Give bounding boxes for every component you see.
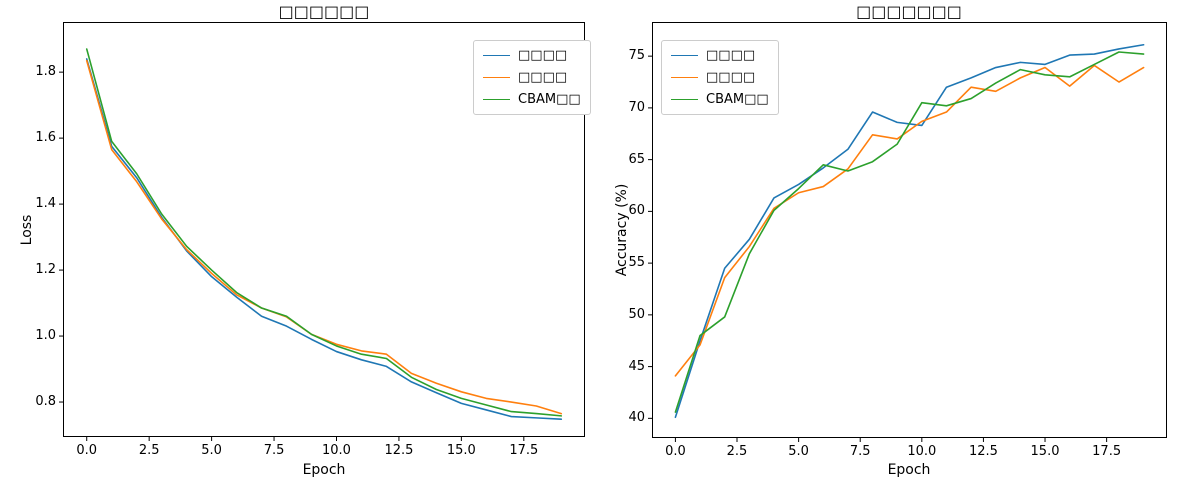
legend-label: □□□□ bbox=[518, 48, 568, 63]
y-tick-label: 55 bbox=[628, 255, 645, 271]
legend-line-swatch bbox=[483, 99, 510, 100]
x-tick-label: 12.5 bbox=[968, 444, 998, 459]
legend-item: □□□□ bbox=[671, 70, 769, 85]
x-tick-label: 2.5 bbox=[726, 444, 748, 459]
y-tick-label: 70 bbox=[628, 99, 645, 115]
x-tick-label: 15.0 bbox=[446, 443, 476, 458]
x-tick-label: 15.0 bbox=[1030, 444, 1060, 459]
x-tick-label: 7.5 bbox=[849, 444, 871, 459]
x-tick-label: 5.0 bbox=[201, 443, 222, 458]
legend-label: CBAM□□ bbox=[706, 92, 769, 107]
x-tick-label: 2.5 bbox=[138, 443, 160, 458]
y-tick-label: 0.8 bbox=[35, 394, 56, 410]
legend-item: □□□□ bbox=[671, 48, 769, 63]
legend-label: CBAM□□ bbox=[518, 92, 581, 107]
y-tick-label: 1.8 bbox=[35, 64, 56, 80]
accuracy-legend: □□□□ □□□□ CBAM□□ bbox=[661, 40, 779, 115]
y-tick-label: 45 bbox=[628, 358, 645, 374]
loss-yaxis-label: Loss bbox=[19, 214, 35, 246]
y-tick-label: 1.0 bbox=[35, 328, 56, 344]
x-tick-label: 12.5 bbox=[384, 443, 414, 458]
x-tick-label: 17.5 bbox=[1092, 444, 1122, 459]
legend-line-swatch bbox=[483, 55, 510, 56]
x-tick-label: 10.0 bbox=[322, 443, 351, 458]
legend-line-swatch bbox=[671, 99, 698, 100]
x-tick-label: 0.0 bbox=[665, 444, 686, 459]
accuracy-chart-title: □□□□□□□ bbox=[856, 2, 962, 21]
y-tick-label: 1.6 bbox=[35, 130, 56, 146]
legend-line-swatch bbox=[671, 77, 698, 78]
y-tick-label: 50 bbox=[628, 306, 645, 322]
y-tick-label: 75 bbox=[628, 48, 645, 64]
legend-line-swatch bbox=[671, 55, 698, 56]
x-tick-label: 0.0 bbox=[76, 443, 98, 458]
loss-axes bbox=[63, 22, 585, 437]
legend-label: □□□□ bbox=[706, 48, 756, 63]
legend-line-swatch bbox=[483, 77, 510, 78]
x-tick-label: 7.5 bbox=[263, 443, 285, 458]
x-tick-label: 5.0 bbox=[788, 444, 809, 459]
y-tick-label: 40 bbox=[628, 410, 645, 426]
loss-chart-title: □□□□□□ bbox=[278, 2, 370, 21]
x-tick-label: 17.5 bbox=[509, 443, 539, 458]
legend-label: □□□□ bbox=[706, 70, 756, 85]
legend-item: CBAM□□ bbox=[671, 92, 769, 107]
y-tick-label: 60 bbox=[628, 203, 645, 219]
accuracy-axes bbox=[652, 22, 1167, 438]
accuracy-xaxis-label: Epoch bbox=[887, 462, 931, 478]
legend-item: □□□□ bbox=[483, 70, 581, 85]
y-tick-label: 1.4 bbox=[35, 196, 56, 212]
legend-label: □□□□ bbox=[518, 70, 568, 85]
legend-item: CBAM□□ bbox=[483, 92, 581, 107]
loss-xaxis-label: Epoch bbox=[302, 462, 346, 478]
loss-legend: □□□□ □□□□ CBAM□□ bbox=[473, 40, 591, 115]
x-tick-label: 10.0 bbox=[907, 444, 937, 459]
y-tick-label: 1.2 bbox=[35, 262, 56, 278]
legend-item: □□□□ bbox=[483, 48, 581, 63]
y-tick-label: 65 bbox=[628, 151, 645, 167]
